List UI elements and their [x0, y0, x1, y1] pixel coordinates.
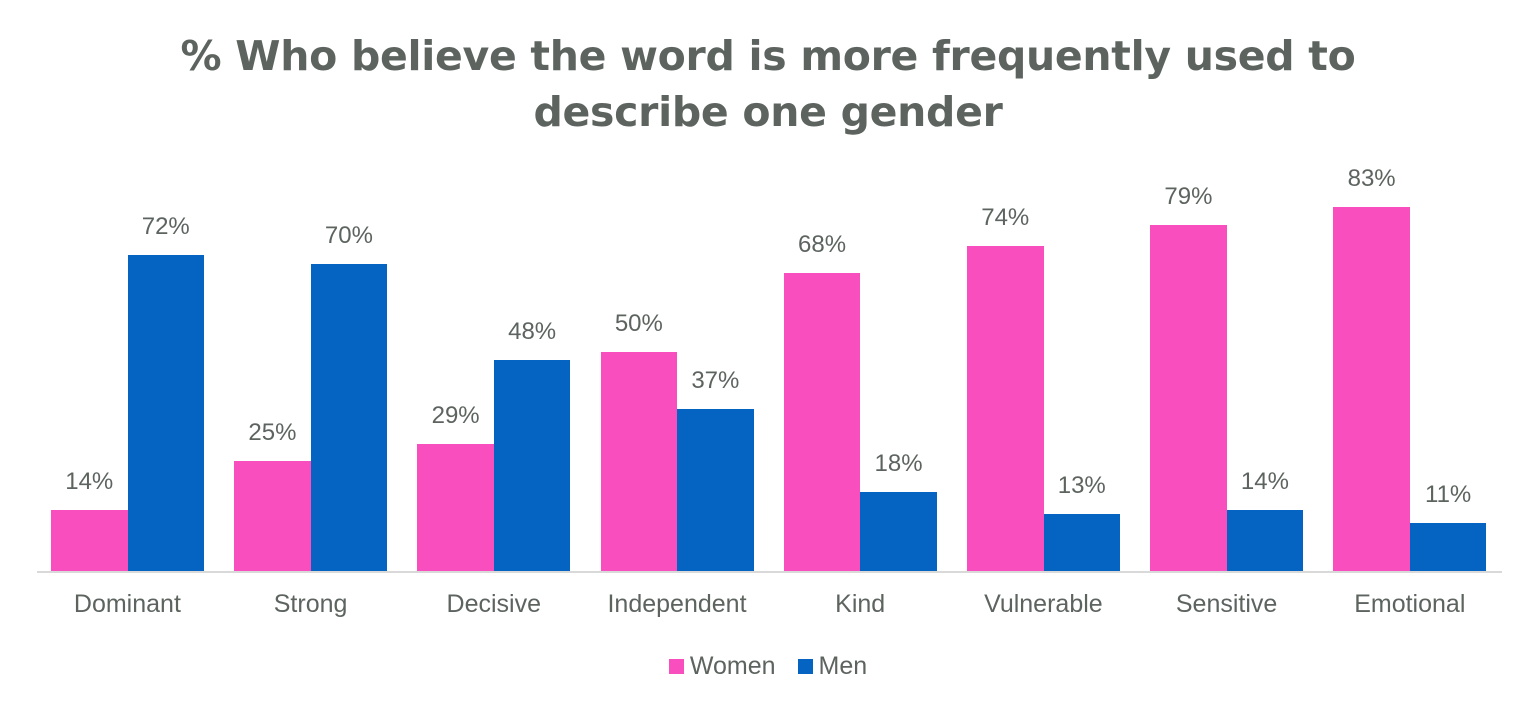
legend-item-men: Men — [797, 652, 868, 681]
data-label-women-vulnerable: 74% — [981, 204, 1030, 232]
legend: Women Men — [0, 652, 1536, 681]
legend-label-women: Women — [689, 652, 776, 680]
bar-women-independent — [600, 351, 678, 571]
bar-women-decisive — [417, 443, 494, 571]
data-label-women-strong: 25% — [248, 419, 297, 447]
chart-title-line-1: % Who believe the word is more frequentl… — [180, 32, 1356, 80]
bar-women-emotional — [1333, 206, 1410, 571]
bar-men-decisive — [493, 360, 571, 571]
data-label-men-decisive: 48% — [508, 318, 557, 346]
data-label-women-dominant: 14% — [65, 467, 114, 495]
data-label-men-dominant: 72% — [141, 213, 190, 241]
bar-men-strong — [310, 263, 388, 571]
data-label-men-strong: 70% — [324, 221, 373, 249]
bar-men-dominant — [127, 255, 204, 571]
bar-women-vulnerable — [967, 246, 1044, 571]
x-tick-label-independent: Independent — [607, 590, 747, 618]
data-label-men-kind: 18% — [874, 450, 923, 478]
x-tick-label-dominant: Dominant — [73, 590, 181, 618]
bar-men-emotional — [1409, 522, 1487, 571]
x-tick-label-sensitive: Sensitive — [1175, 590, 1278, 618]
legend-item-women: Women — [668, 652, 776, 681]
data-label-women-sensitive: 79% — [1164, 182, 1213, 210]
data-label-men-emotional: 11% — [1425, 480, 1472, 508]
bar-men-independent — [677, 408, 754, 571]
legend-swatch-women — [668, 659, 684, 674]
bar-women-dominant — [51, 509, 128, 571]
data-label-women-independent: 50% — [614, 309, 663, 337]
data-label-women-decisive: 29% — [431, 401, 480, 429]
legend-label-men: Men — [818, 652, 868, 680]
bar-men-vulnerable — [1043, 513, 1120, 571]
bar-men-sensitive — [1226, 509, 1304, 571]
chart-title: % Who believe the word is more frequentl… — [0, 28, 1536, 140]
legend-swatch-men — [797, 659, 813, 674]
bar-women-strong — [234, 461, 311, 571]
bar-men-kind — [860, 492, 937, 571]
bar-women-kind — [783, 272, 861, 571]
x-axis-line — [37, 571, 1502, 573]
data-label-men-independent: 37% — [691, 366, 740, 394]
x-tick-label-decisive: Decisive — [446, 590, 542, 618]
data-label-women-kind: 68% — [798, 230, 847, 258]
data-label-men-sensitive: 14% — [1240, 467, 1289, 495]
x-tick-label-vulnerable: Vulnerable — [984, 590, 1103, 618]
data-label-men-vulnerable: 13% — [1057, 471, 1106, 499]
x-tick-label-strong: Strong — [273, 590, 348, 618]
x-tick-label-kind: Kind — [835, 590, 886, 618]
bar-women-sensitive — [1150, 224, 1227, 571]
data-label-women-emotional: 83% — [1347, 164, 1396, 192]
x-tick-label-emotional: Emotional — [1354, 590, 1466, 618]
chart-title-line-2: describe one gender — [533, 88, 1003, 136]
